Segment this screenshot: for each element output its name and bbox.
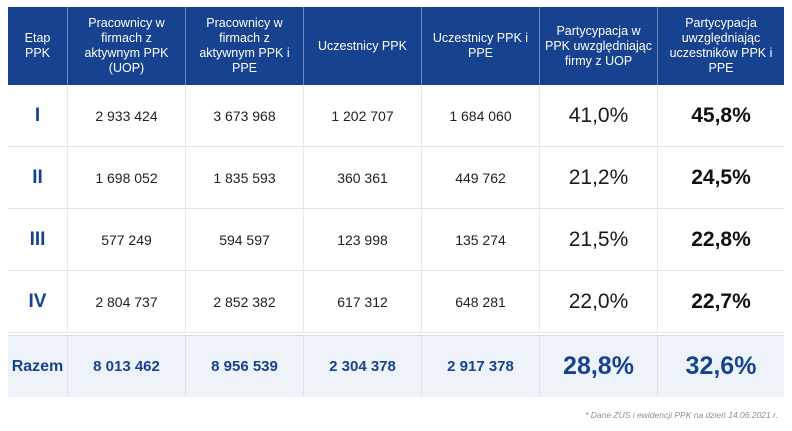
table-header: Etap PPK Pracownicy w firmach z aktywnym… xyxy=(8,7,784,85)
percent-cell: 41,0% xyxy=(540,85,658,146)
table-cell: 1 835 593 xyxy=(186,147,304,208)
table-cell: 2 933 424 xyxy=(68,85,186,146)
percent-cell: 21,5% xyxy=(540,209,658,270)
table-cell: 135 274 xyxy=(422,209,540,270)
table-cell: 1 698 052 xyxy=(68,147,186,208)
total-cell: 8 956 539 xyxy=(186,336,304,397)
etap-cell: I xyxy=(8,85,68,146)
table-row: III 577 249 594 597 123 998 135 274 21,5… xyxy=(8,209,784,271)
total-row: Razem 8 013 462 8 956 539 2 304 378 2 91… xyxy=(8,335,784,397)
header-uczestnicy-ppk-ppe: Uczestnicy PPK i PPE xyxy=(422,7,540,85)
table-cell: 2 852 382 xyxy=(186,271,304,332)
header-uczestnicy-ppk: Uczestnicy PPK xyxy=(304,7,422,85)
footnote: * Dane ZUS i ewidencji PPK na dzień 14.0… xyxy=(585,410,778,420)
total-percent-cell: 32,6% xyxy=(685,352,757,380)
percent-cell: 21,2% xyxy=(540,147,658,208)
total-cell: 2 917 378 xyxy=(422,336,540,397)
etap-cell: III xyxy=(8,209,68,270)
table-cell: 577 249 xyxy=(68,209,186,270)
table-cell: 360 361 xyxy=(304,147,422,208)
etap-cell: II xyxy=(8,147,68,208)
table-cell: 617 312 xyxy=(304,271,422,332)
percent-cell: 22,0% xyxy=(540,271,658,332)
table-row: II 1 698 052 1 835 593 360 361 449 762 2… xyxy=(8,147,784,209)
total-cell: 2 304 378 xyxy=(304,336,422,397)
total-percent-cell: 28,8% xyxy=(540,336,658,397)
table-cell: 1 202 707 xyxy=(304,85,422,146)
total-label: Razem xyxy=(8,336,68,397)
percent-bold-cell: 24,5% xyxy=(691,165,751,189)
header-partycypacja-ppe: Partycypacja uwzględniając uczestników P… xyxy=(658,7,784,85)
table-cell: 1 684 060 xyxy=(422,85,540,146)
percent-bold-cell: 22,7% xyxy=(691,289,751,313)
ppk-table: Etap PPK Pracownicy w firmach z aktywnym… xyxy=(8,7,784,397)
table-cell: 594 597 xyxy=(186,209,304,270)
total-cell: 8 013 462 xyxy=(68,336,186,397)
header-pracownicy-uop: Pracownicy w firmach z aktywnym PPK (UOP… xyxy=(68,7,186,85)
etap-cell: IV xyxy=(8,271,68,332)
table-row: I 2 933 424 3 673 968 1 202 707 1 684 06… xyxy=(8,85,784,147)
table-cell: 2 804 737 xyxy=(68,271,186,332)
header-etap: Etap PPK xyxy=(8,7,68,85)
percent-bold-cell: 22,8% xyxy=(691,227,751,251)
table-cell: 123 998 xyxy=(304,209,422,270)
table-cell: 648 281 xyxy=(422,271,540,332)
header-pracownicy-ppe: Pracownicy w firmach z aktywnym PPK i PP… xyxy=(186,7,304,85)
table-row: IV 2 804 737 2 852 382 617 312 648 281 2… xyxy=(8,271,784,333)
percent-bold-cell: 45,8% xyxy=(691,103,751,127)
table-cell: 449 762 xyxy=(422,147,540,208)
table-cell: 3 673 968 xyxy=(186,85,304,146)
header-partycypacja-uop: Partycypacja w PPK uwzględniając firmy z… xyxy=(540,7,658,85)
